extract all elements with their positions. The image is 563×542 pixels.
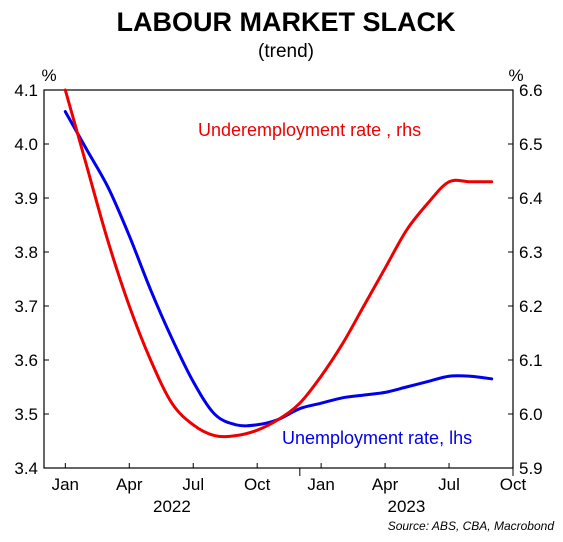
x-axis: Jan Apr Jul Oct Jan Apr Jul Oct 2022 2023 <box>52 463 527 516</box>
left-tick-label: 4.1 <box>14 81 38 100</box>
x-tick-label: Jul <box>182 475 204 494</box>
x-tick-label: Jul <box>438 475 460 494</box>
right-axis-unit: % <box>508 66 523 85</box>
right-tick-label: 5.9 <box>519 459 543 478</box>
x-tick-label: Jan <box>307 475 334 494</box>
left-tick-label: 4.0 <box>14 135 38 154</box>
right-tick-label: 6.2 <box>519 297 543 316</box>
left-tick-label: 3.9 <box>14 189 38 208</box>
unemployment-annotation: Unemployment rate, lhs <box>282 428 472 448</box>
right-axis: 6.6 6.5 6.4 6.3 6.2 6.1 6.0 5.9 <box>508 81 543 478</box>
right-tick-label: 6.0 <box>519 405 543 424</box>
x-tick-label: Apr <box>372 475 399 494</box>
x-tick-label: Jan <box>52 475 79 494</box>
left-tick-label: 3.5 <box>14 405 38 424</box>
x-tick-label: Apr <box>116 475 143 494</box>
left-axis: 4.1 4.0 3.9 3.8 3.7 3.6 3.5 3.4 <box>14 81 49 478</box>
right-tick-label: 6.6 <box>519 81 543 100</box>
left-tick-label: 3.6 <box>14 351 38 370</box>
plot-frame <box>43 89 514 469</box>
right-tick-label: 6.1 <box>519 351 543 370</box>
x-tick-label: Oct <box>500 475 527 494</box>
chart-subtitle: (trend) <box>258 41 314 62</box>
right-tick-label: 6.4 <box>519 189 543 208</box>
unemployment-line <box>63 110 494 428</box>
left-axis-unit: % <box>41 66 56 85</box>
right-tick-label: 6.3 <box>519 243 543 262</box>
left-tick-label: 3.7 <box>14 297 38 316</box>
underemployment-line <box>63 88 494 439</box>
chart-title: LABOUR MARKET SLACK <box>117 7 456 37</box>
left-tick-label: 3.8 <box>14 243 38 262</box>
series-layer <box>63 88 494 439</box>
left-tick-label: 3.4 <box>14 459 38 478</box>
year-label: 2023 <box>387 497 425 516</box>
underemployment-annotation: Underemployment rate , rhs <box>198 120 421 140</box>
right-tick-label: 6.5 <box>519 135 543 154</box>
x-tick-label: Oct <box>244 475 271 494</box>
source-note: Source: ABS, CBA, Macrobond <box>388 519 555 533</box>
year-label: 2022 <box>153 497 191 516</box>
